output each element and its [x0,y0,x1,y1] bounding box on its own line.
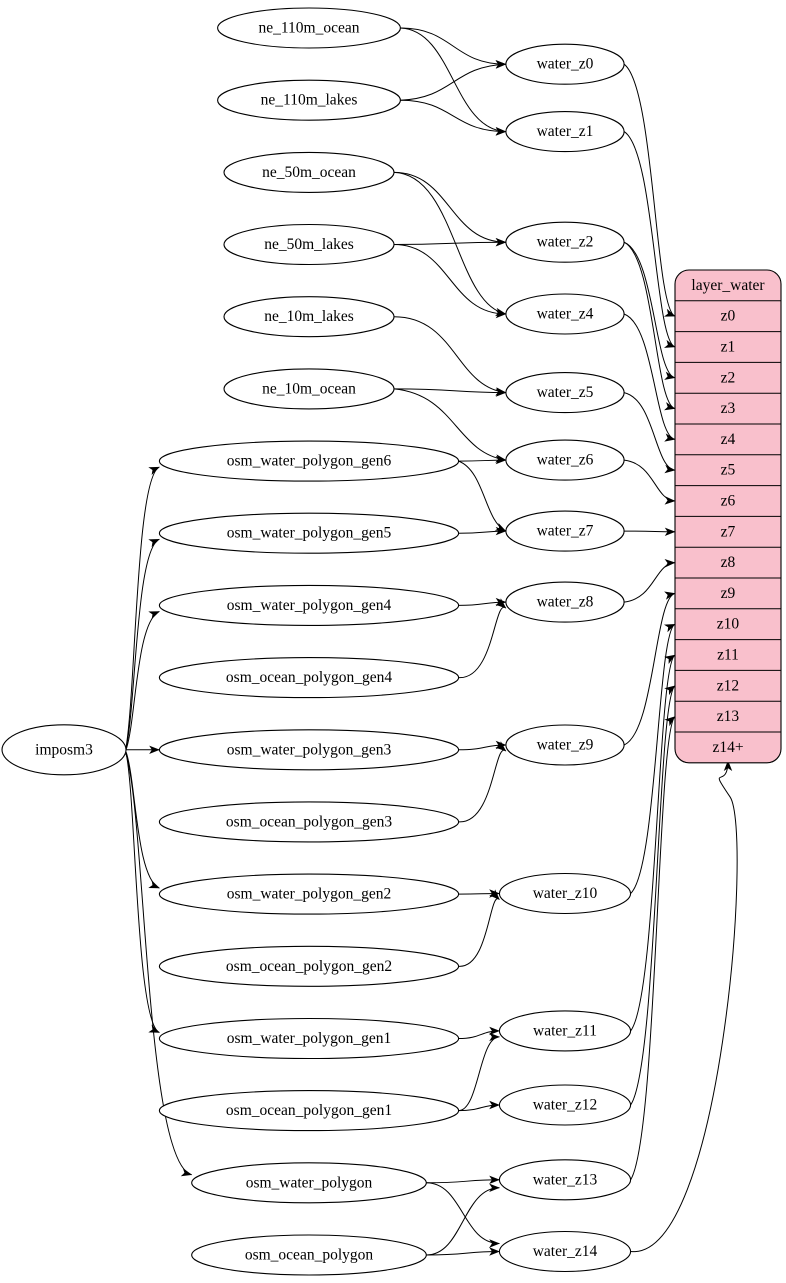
svg-text:water_z8: water_z8 [537,594,594,611]
svg-text:water_z9: water_z9 [537,737,594,754]
svg-text:ne_50m_ocean: ne_50m_ocean [262,164,356,181]
svg-text:osm_water_polygon_gen1: osm_water_polygon_gen1 [227,1030,391,1047]
svg-text:z14+: z14+ [712,739,743,756]
svg-text:osm_ocean_polygon: osm_ocean_polygon [245,1247,374,1264]
svg-text:ne_10m_ocean: ne_10m_ocean [262,380,356,397]
svg-text:imposm3: imposm3 [35,741,93,758]
svg-text:z9: z9 [721,585,736,602]
svg-text:osm_water_polygon_gen3: osm_water_polygon_gen3 [227,741,392,758]
svg-text:z12: z12 [717,677,739,694]
svg-text:water_z14: water_z14 [533,1243,598,1260]
svg-text:osm_water_polygon_gen4: osm_water_polygon_gen4 [227,597,392,614]
svg-text:z5: z5 [721,462,736,479]
svg-text:osm_water_polygon_gen5: osm_water_polygon_gen5 [227,525,392,542]
svg-text:osm_ocean_polygon_gen4: osm_ocean_polygon_gen4 [226,669,392,686]
svg-text:ne_50m_lakes: ne_50m_lakes [264,236,354,253]
svg-text:osm_ocean_polygon_gen1: osm_ocean_polygon_gen1 [226,1102,392,1119]
svg-text:z13: z13 [717,708,740,725]
svg-text:water_z12: water_z12 [533,1097,598,1114]
svg-text:z0: z0 [721,308,736,325]
svg-text:water_z5: water_z5 [537,384,594,401]
svg-text:z4: z4 [721,431,736,448]
svg-text:ne_10m_lakes: ne_10m_lakes [264,308,354,325]
svg-text:z11: z11 [717,647,739,664]
svg-text:z2: z2 [721,369,736,386]
svg-text:osm_ocean_polygon_gen3: osm_ocean_polygon_gen3 [226,813,392,830]
svg-text:water_z7: water_z7 [537,523,594,540]
svg-text:water_z13: water_z13 [533,1171,598,1188]
svg-text:water_z6: water_z6 [537,452,594,469]
svg-text:ne_110m_ocean: ne_110m_ocean [259,20,360,37]
svg-text:osm_water_polygon_gen2: osm_water_polygon_gen2 [227,886,391,903]
svg-text:ne_110m_lakes: ne_110m_lakes [261,92,358,109]
svg-text:water_z0: water_z0 [537,56,594,73]
svg-text:z3: z3 [721,400,736,417]
svg-text:z6: z6 [721,493,736,510]
svg-text:z10: z10 [717,616,740,633]
svg-text:water_z2: water_z2 [537,234,594,251]
svg-text:z1: z1 [721,339,736,356]
svg-text:water_z1: water_z1 [537,123,594,140]
svg-text:z7: z7 [721,523,736,540]
svg-text:water_z10: water_z10 [533,885,598,902]
svg-text:water_z4: water_z4 [537,306,594,323]
svg-text:z8: z8 [721,554,736,571]
svg-text:osm_water_polygon: osm_water_polygon [246,1174,373,1191]
svg-text:osm_water_polygon_gen6: osm_water_polygon_gen6 [227,453,392,470]
svg-text:layer_water: layer_water [691,277,765,294]
svg-text:osm_ocean_polygon_gen2: osm_ocean_polygon_gen2 [226,958,392,975]
svg-text:water_z11: water_z11 [533,1022,597,1039]
